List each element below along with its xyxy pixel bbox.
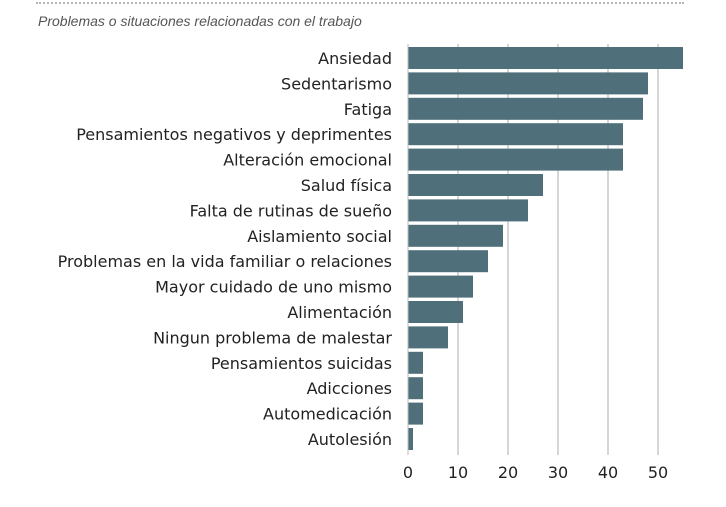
- bar-9: [408, 275, 473, 298]
- bar-2: [408, 97, 643, 120]
- x-tick-label-30: 30: [548, 463, 568, 482]
- x-tick-label-10: 10: [448, 463, 468, 482]
- category-label-13: Adicciones: [307, 379, 392, 398]
- x-tick-label-0: 0: [403, 463, 413, 482]
- bar-15: [408, 428, 413, 450]
- top-dotted-rule: [36, 2, 684, 4]
- category-label-0: Ansiedad: [318, 49, 392, 68]
- bar-10: [408, 301, 463, 323]
- category-label-11: Ningun problema de malestar: [153, 328, 392, 347]
- category-label-3: Pensamientos negativos y deprimentes: [76, 125, 392, 144]
- bar-11: [408, 326, 448, 349]
- category-label-6: Falta de rutinas de sueño: [190, 201, 392, 220]
- category-label-9: Mayor cuidado de uno mismo: [155, 278, 392, 297]
- bar-1: [408, 72, 648, 95]
- category-label-4: Alteración emocional: [223, 151, 392, 170]
- bar-7: [408, 224, 503, 247]
- bar-0: [408, 47, 683, 69]
- category-label-10: Alimentación: [287, 303, 392, 322]
- bar-12: [408, 351, 423, 374]
- x-tick-label-50: 50: [648, 463, 668, 482]
- category-label-12: Pensamientos suicidas: [211, 354, 392, 373]
- bar-14: [408, 402, 423, 425]
- chart-subtitle: Problemas o situaciones relacionadas con…: [38, 13, 362, 29]
- bar-3: [408, 123, 623, 146]
- bar-5: [408, 174, 543, 196]
- bar-6: [408, 199, 528, 222]
- bar-13: [408, 377, 423, 400]
- x-tick-label-20: 20: [498, 463, 518, 482]
- category-label-2: Fatiga: [344, 100, 392, 119]
- bar-4: [408, 148, 623, 171]
- category-label-15: Autolesión: [308, 430, 392, 449]
- category-label-5: Salud física: [301, 176, 392, 195]
- x-tick-label-40: 40: [598, 463, 618, 482]
- category-label-8: Problemas en la vida familiar o relacion…: [58, 252, 392, 271]
- category-label-7: Aislamiento social: [247, 227, 392, 246]
- bar-8: [408, 250, 488, 273]
- category-label-1: Sedentarismo: [281, 74, 392, 93]
- category-label-14: Automedicación: [263, 405, 392, 424]
